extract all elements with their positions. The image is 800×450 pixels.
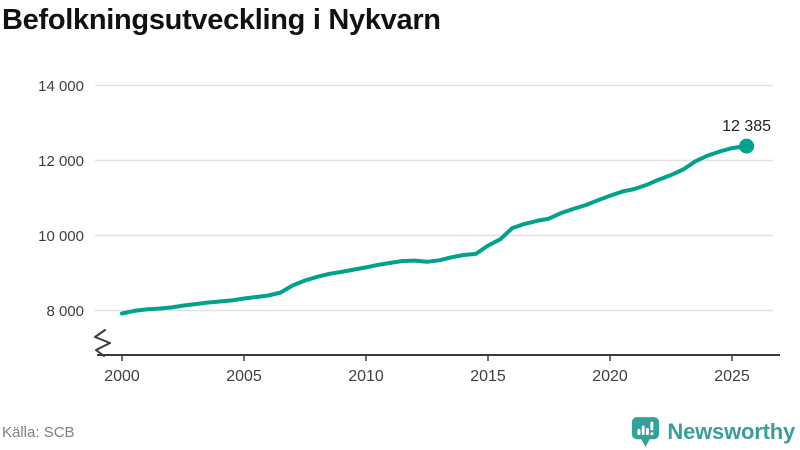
- newsworthy-bubble-chart-icon: [632, 417, 660, 447]
- newsworthy-logo-text: Newsworthy: [667, 419, 795, 444]
- x-axis-tick-label: 2010: [348, 368, 384, 385]
- x-axis-tick-label: 2000: [104, 368, 140, 385]
- y-axis-tick-label: 10 000: [38, 228, 84, 245]
- source-note: Källa: SCB: [2, 424, 75, 441]
- x-axis-tick-label: 2015: [470, 368, 506, 385]
- latest-value-dot: [739, 138, 755, 154]
- latest-value-label: 12 385: [722, 118, 771, 135]
- y-axis-tick-label: 8 000: [46, 303, 84, 320]
- x-axis-tick-label: 2005: [226, 368, 262, 385]
- x-axis-tick-label: 2020: [592, 368, 628, 385]
- y-axis-tick-label: 12 000: [38, 153, 84, 170]
- population-line: [120, 144, 749, 316]
- y-axis-break-icon: [94, 329, 111, 357]
- newsworthy-logo[interactable]: Newsworthy: [631, 416, 795, 448]
- page-title: Befolkningsutveckling i Nykvarn: [2, 4, 441, 36]
- y-axis-tick-label: 14 000: [38, 78, 84, 95]
- x-axis-tick-label: 2025: [714, 368, 750, 385]
